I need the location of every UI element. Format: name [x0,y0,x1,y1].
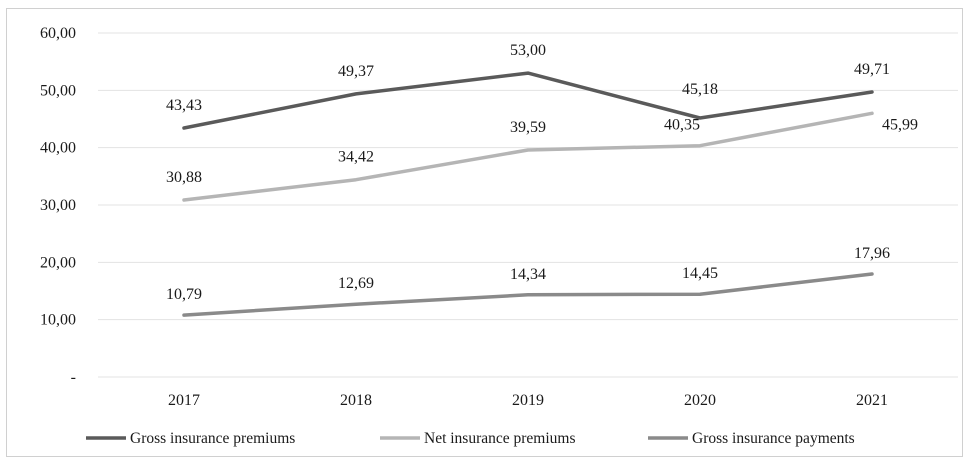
y-tick-label: 50,00 [40,82,76,99]
data-label: 45,99 [882,116,918,133]
data-label: 39,59 [510,119,546,136]
legend: Gross insurance premiums Net insurance pr… [86,430,855,447]
legend-label: Gross insurance premiums [130,430,295,447]
data-label: 53,00 [510,42,546,59]
x-tick-label: 2021 [856,392,888,409]
y-axis: - 10,00 20,00 30,00 40,00 50,00 60,00 [40,25,76,386]
data-label: 14,45 [682,265,718,282]
series-line [182,71,874,130]
data-label: 12,69 [338,275,374,292]
x-axis: 2017 2018 2019 2020 2021 [168,392,888,409]
series-line [182,272,874,317]
y-tick-label: 40,00 [40,140,76,157]
x-tick-label: 2019 [512,392,544,409]
data-label: 14,34 [510,266,546,283]
data-label: 30,88 [166,169,202,186]
data-label: 45,18 [682,81,718,98]
y-tick-label: - [71,369,76,386]
data-label: 17,96 [854,245,890,262]
data-label: 40,35 [664,117,700,134]
y-tick-label: 60,00 [40,25,76,42]
data-label: 34,42 [338,149,374,166]
y-tick-label: 30,00 [40,197,76,214]
series-line [182,111,874,202]
x-tick-label: 2018 [340,392,372,409]
data-labels: 43,43 49,37 53,00 45,18 49,71 30,88 34,42 39,59… [166,42,918,303]
data-label: 10,79 [166,286,202,303]
x-tick-label: 2017 [168,392,200,409]
legend-label: Gross insurance payments [692,430,855,447]
data-label: 43,43 [166,97,202,114]
legend-label: Net insurance premiums [424,430,576,447]
series-lines [182,71,874,317]
y-tick-label: 20,00 [40,254,76,271]
y-tick-label: 10,00 [40,312,76,329]
data-label: 49,71 [854,61,890,78]
gridlines [98,32,958,378]
data-label: 49,37 [338,63,374,80]
x-tick-label: 2020 [684,392,716,409]
chart-frame [6,8,963,457]
